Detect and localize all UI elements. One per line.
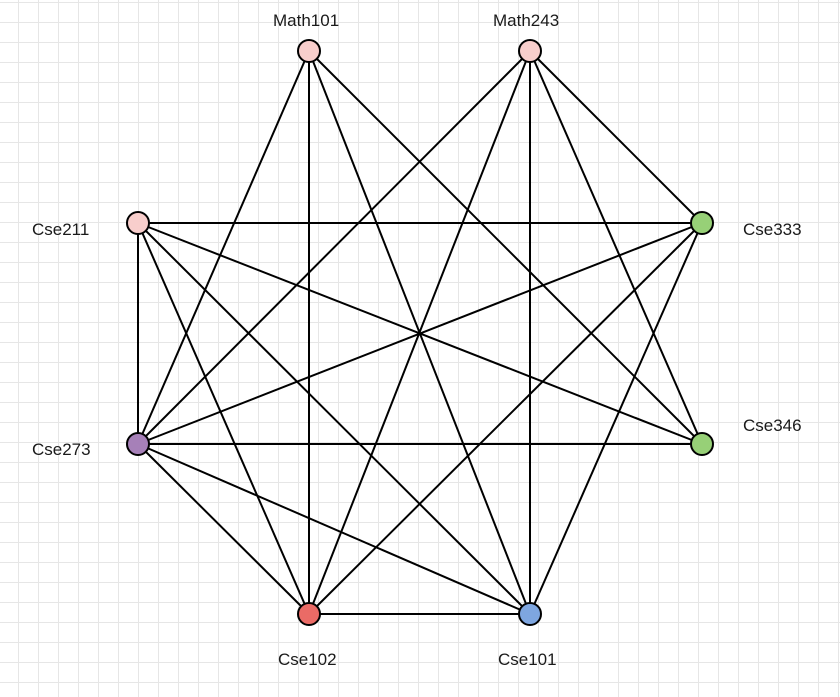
node-math243[interactable]: [518, 39, 542, 63]
edge-cse273-cse101: [137, 443, 531, 615]
edge-math243-cse346: [529, 50, 703, 445]
label-cse273: Cse273: [32, 440, 91, 459]
edge-cse211-cse101: [137, 222, 531, 615]
label-cse333: Cse333: [743, 220, 802, 239]
edge-cse333-cse102: [308, 222, 703, 615]
edge-layer: [137, 50, 703, 615]
edge-cse333-cse273: [137, 222, 703, 445]
edge-math101-cse346: [308, 50, 703, 445]
label-cse211: Cse211: [32, 220, 90, 239]
node-cse346[interactable]: [690, 432, 714, 456]
node-cse211[interactable]: [126, 211, 150, 235]
label-math243: Math243: [493, 11, 560, 30]
node-cse333[interactable]: [690, 211, 714, 235]
label-cse346: Cse346: [743, 416, 802, 435]
edge-cse273-cse102: [137, 443, 310, 615]
node-math101[interactable]: [297, 39, 321, 63]
node-cse101[interactable]: [518, 602, 542, 626]
edge-math243-cse333: [529, 50, 703, 224]
node-layer: [126, 39, 714, 626]
node-cse273[interactable]: [126, 432, 150, 456]
label-cse102: Cse102: [278, 650, 337, 669]
edge-math243-cse273: [137, 50, 531, 445]
node-cse102[interactable]: [297, 602, 321, 626]
label-math101: Math101: [273, 11, 340, 30]
edge-cse333-cse101: [529, 222, 703, 615]
label-cse101: Cse101: [498, 650, 557, 669]
edge-math101-cse273: [137, 50, 310, 445]
edge-cse211-cse102: [137, 222, 310, 615]
